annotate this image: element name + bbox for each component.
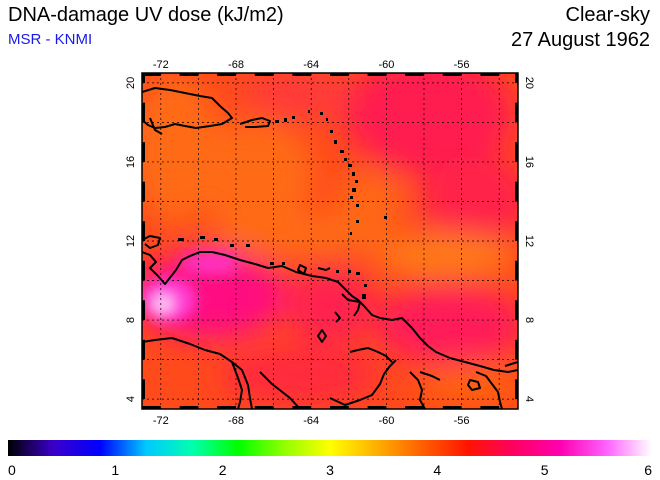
coastlines <box>142 87 518 409</box>
lon-tick-label-top: -72 <box>153 59 169 71</box>
frame-segment <box>515 260 518 281</box>
frame-segment <box>515 181 518 202</box>
frame-ticks <box>142 73 518 409</box>
frame-segment <box>142 300 145 321</box>
frame-segment <box>179 73 199 76</box>
frame-segment <box>142 73 161 76</box>
chart-title: DNA-damage UV dose (kJ/m2) <box>8 4 284 26</box>
frame-segment <box>515 221 518 241</box>
frame-segment <box>254 406 274 409</box>
lat-axis-right: 20 16 12 8 4 <box>523 77 535 402</box>
color-scale-label: 2 <box>219 462 227 478</box>
lat-tick-label-left: 20 <box>125 77 137 89</box>
frame-segment <box>142 181 145 202</box>
islands <box>178 110 387 299</box>
uv-field <box>142 73 518 409</box>
color-scale-label: 1 <box>111 462 119 478</box>
frame-segment <box>292 406 312 409</box>
lon-tick-label-bottom: -56 <box>454 415 470 427</box>
frame-segment <box>515 73 518 83</box>
lon-tick-label-bottom: -60 <box>378 415 394 427</box>
lat-tick-label-left: 12 <box>125 235 137 247</box>
lon-axis-top: -72 -68 -64 -60 -56 <box>153 59 470 71</box>
date-label: 27 August 1962 <box>510 29 650 51</box>
lon-tick-label-bottom: -72 <box>153 415 169 427</box>
lon-tick-label-top: -56 <box>454 59 470 71</box>
lat-tick-label-right: 8 <box>523 317 535 323</box>
lat-tick-label-left: 4 <box>125 396 137 402</box>
sky-condition-label: Clear-sky <box>565 4 650 26</box>
frame-segment <box>142 406 161 409</box>
frame-segment <box>515 102 518 123</box>
frame-segment <box>142 260 145 281</box>
frame-segment <box>142 142 145 162</box>
lat-tick-label-right: 20 <box>523 77 535 89</box>
lon-tick-label-bottom: -64 <box>303 415 319 427</box>
color-scale-labels: 0 1 2 3 4 5 6 <box>8 462 652 478</box>
color-scale-label: 0 <box>8 462 16 478</box>
lon-tick-label-top: -60 <box>378 59 394 71</box>
color-scale-label: 6 <box>644 462 652 478</box>
frame-segment <box>405 73 424 76</box>
frame-segment <box>330 73 349 76</box>
lat-tick-label-right: 16 <box>523 156 535 168</box>
frame-segment <box>142 73 145 83</box>
lat-tick-label-right: 4 <box>523 396 535 402</box>
frame-segment <box>142 339 145 360</box>
lat-tick-label-left: 8 <box>125 317 137 323</box>
frame-segment <box>142 102 145 123</box>
frame-segment <box>515 339 518 360</box>
data-source-label: MSR - KNMI <box>8 31 93 48</box>
lat-tick-label-left: 16 <box>125 156 137 168</box>
frame-segment <box>217 406 236 409</box>
lon-tick-label-bottom: -68 <box>228 415 244 427</box>
frame-segment <box>254 73 274 76</box>
lon-tick-label-top: -68 <box>228 59 244 71</box>
frame-segment <box>515 379 518 400</box>
frame-segment <box>442 406 462 409</box>
frame-segment <box>480 73 500 76</box>
frame-segment <box>292 73 312 76</box>
frame-segment <box>515 142 518 162</box>
lon-axis-bottom: -72 -68 -64 -60 -56 <box>153 415 470 427</box>
color-scale-label: 4 <box>433 462 441 478</box>
color-scale-label: 3 <box>326 462 334 478</box>
frame-segment <box>442 73 462 76</box>
frame-segment <box>217 73 236 76</box>
frame-segment <box>480 406 500 409</box>
lat-axis-left: 20 16 12 8 4 <box>125 77 137 402</box>
color-scale-bar <box>8 440 652 456</box>
graticule <box>142 73 518 409</box>
lon-tick-label-top: -64 <box>303 59 319 71</box>
frame-segment <box>367 73 387 76</box>
color-scale-label: 5 <box>541 462 549 478</box>
frame-segment <box>142 379 145 400</box>
frame-segment <box>142 221 145 241</box>
frame-segment <box>330 406 349 409</box>
frame-segment <box>405 406 424 409</box>
frame-segment <box>515 300 518 321</box>
frame-segment <box>367 406 387 409</box>
frame-segment <box>179 406 199 409</box>
lat-tick-label-right: 12 <box>523 235 535 247</box>
